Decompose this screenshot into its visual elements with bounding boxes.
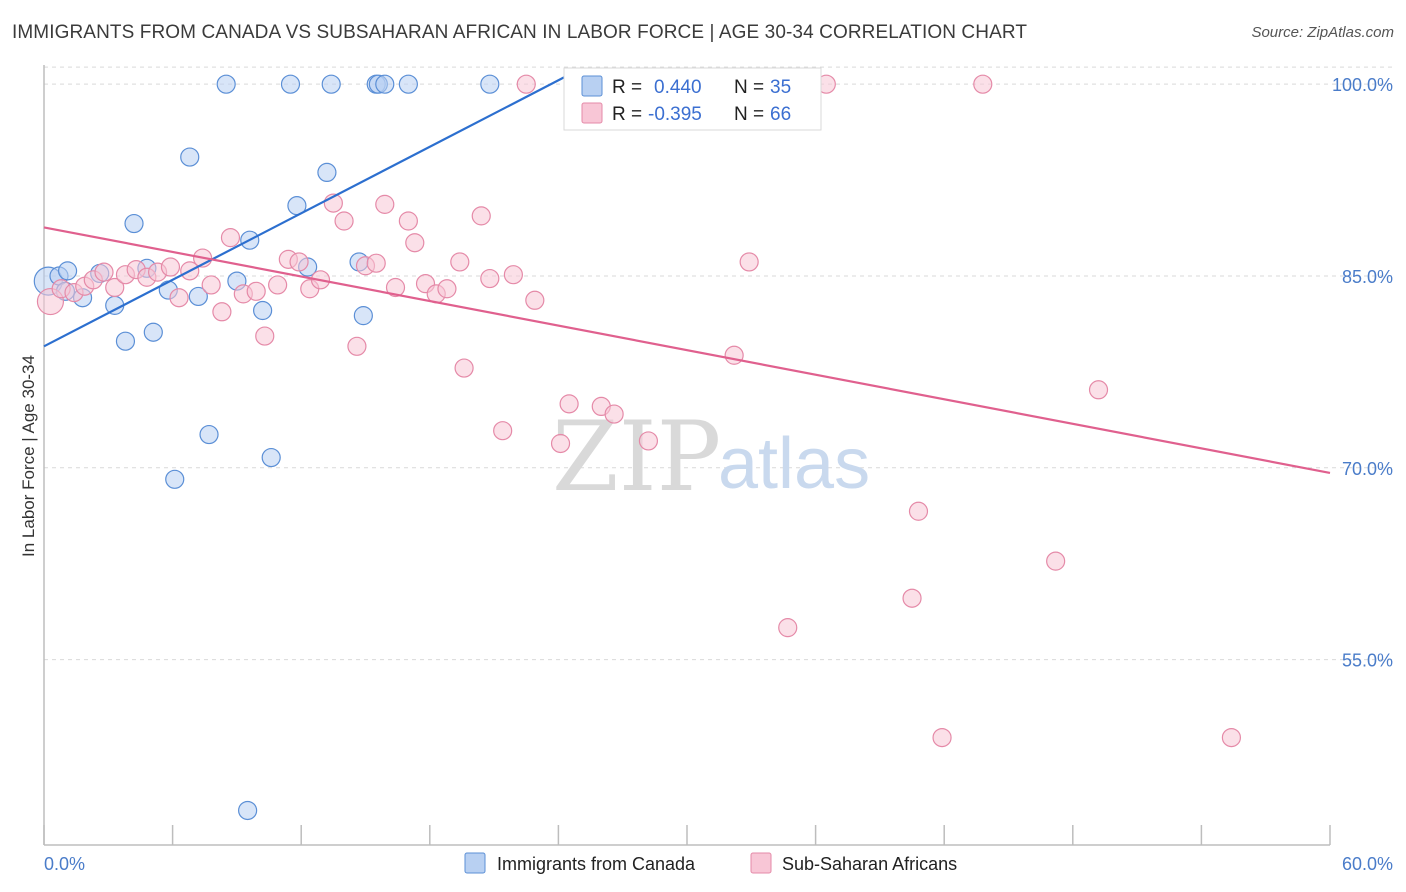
watermark: ZIP atlas xyxy=(552,401,870,513)
stats-legend: R = 0.440 N = 35 R = -0.395 N = 66 xyxy=(563,67,822,131)
subsaharan-point xyxy=(94,262,114,282)
legend-r-label-1: R = xyxy=(612,77,642,98)
subsaharan-point xyxy=(366,253,386,273)
subsaharan-point xyxy=(334,211,354,231)
legend-n-value-1: 35 xyxy=(770,77,791,98)
x-tick-labels: 0.0% 60.0% xyxy=(44,854,1393,874)
subsaharan-point xyxy=(471,206,491,226)
legend-r-value-2: -0.395 xyxy=(648,104,702,125)
canada-point xyxy=(238,800,258,821)
legend-series-swatch-subsaharan xyxy=(750,852,772,874)
subsaharan-point xyxy=(638,431,659,451)
y-tick-label: 55.0% xyxy=(1342,651,1393,671)
legend-series-subsaharan: Sub-Saharan Africans xyxy=(782,854,957,874)
canada-trend-line xyxy=(43,70,577,348)
canada-point xyxy=(398,74,418,94)
canada-point xyxy=(353,306,373,326)
subsaharan-trend-line xyxy=(43,226,1331,474)
subsaharan-point xyxy=(559,394,579,414)
subsaharan-point xyxy=(516,74,536,94)
subsaharan-point xyxy=(1046,551,1066,571)
subsaharan-point xyxy=(375,194,395,214)
legend-r-label-2: R = xyxy=(612,104,642,125)
canada-point xyxy=(57,261,78,281)
trend-lines xyxy=(43,70,1331,474)
subsaharan-point xyxy=(105,277,125,298)
y-tick-labels: 55.0% 70.0% 85.0% 100.0% xyxy=(1332,75,1393,670)
subsaharan-point xyxy=(908,501,929,521)
axes xyxy=(43,65,1331,846)
subsaharan-point xyxy=(347,336,367,356)
stats-legend-box xyxy=(563,67,822,131)
subsaharan-point xyxy=(220,228,241,248)
canada-point xyxy=(280,74,301,94)
series-legend: Immigrants from Canada Sub-Saharan Afric… xyxy=(464,852,957,874)
subsaharan-point xyxy=(212,302,232,322)
series-subsaharan-points xyxy=(36,74,1242,748)
legend-n-value-2: 66 xyxy=(770,104,791,125)
canada-point xyxy=(480,74,500,94)
canada-point xyxy=(165,469,185,489)
legend-swatch-blue xyxy=(581,75,603,97)
canada-point xyxy=(216,74,236,94)
y-axis-label: In Labor Force | Age 30-34 xyxy=(19,355,38,557)
canada-point xyxy=(375,74,395,94)
canada-point xyxy=(180,147,200,167)
subsaharan-point xyxy=(289,252,309,272)
subsaharan-point xyxy=(160,257,181,277)
subsaharan-point xyxy=(724,345,744,365)
canada-point xyxy=(115,331,136,351)
canada-point xyxy=(317,162,337,183)
chart-source: Source: ZipAtlas.com xyxy=(1251,24,1394,41)
subsaharan-point xyxy=(550,433,571,454)
canada-point xyxy=(188,286,208,307)
subsaharan-point xyxy=(437,279,457,299)
subsaharan-point xyxy=(1221,727,1242,748)
y-tick-label: 85.0% xyxy=(1342,267,1393,287)
subsaharan-point xyxy=(169,288,189,308)
legend-n-label-2: N = xyxy=(734,104,764,125)
grid-lines xyxy=(44,66,1392,661)
subsaharan-point xyxy=(525,290,545,310)
subsaharan-point xyxy=(405,233,425,253)
legend-n-label-1: N = xyxy=(734,77,764,98)
canada-point xyxy=(261,447,281,468)
subsaharan-point xyxy=(503,265,523,285)
subsaharan-point xyxy=(454,358,474,378)
subsaharan-point xyxy=(201,275,221,295)
watermark-atlas: atlas xyxy=(718,424,870,504)
subsaharan-point xyxy=(1088,380,1109,400)
canada-point xyxy=(253,300,273,321)
x-tick-label: 60.0% xyxy=(1342,854,1393,874)
subsaharan-point xyxy=(973,74,993,94)
series-canada-points xyxy=(33,74,586,821)
subsaharan-point xyxy=(932,727,952,748)
x-tick-label: 0.0% xyxy=(44,854,85,874)
canada-point xyxy=(143,322,163,342)
subsaharan-point xyxy=(385,277,406,298)
subsaharan-point xyxy=(246,281,266,301)
legend-series-swatch-canada xyxy=(464,852,486,874)
subsaharan-point xyxy=(255,326,275,346)
subsaharan-point xyxy=(450,252,470,272)
canada-point xyxy=(321,74,341,94)
subsaharan-point xyxy=(493,421,513,441)
subsaharan-point xyxy=(778,618,798,638)
subsaharan-point xyxy=(739,252,759,272)
subsaharan-point xyxy=(268,275,288,295)
subsaharan-point xyxy=(604,404,624,424)
legend-swatch-pink xyxy=(581,102,603,124)
subsaharan-point xyxy=(902,588,922,608)
legend-r-value-1: 0.440 xyxy=(654,77,702,98)
chart-title: IMMIGRANTS FROM CANADA VS SUBSAHARAN AFR… xyxy=(12,22,1028,43)
canada-point xyxy=(199,424,219,445)
subsaharan-point xyxy=(398,211,418,231)
watermark-zip: ZIP xyxy=(552,401,721,513)
legend-series-canada: Immigrants from Canada xyxy=(497,854,696,874)
y-tick-label: 70.0% xyxy=(1342,459,1393,479)
canada-point xyxy=(124,213,144,234)
y-tick-label: 100.0% xyxy=(1332,75,1393,95)
subsaharan-point xyxy=(480,268,500,289)
